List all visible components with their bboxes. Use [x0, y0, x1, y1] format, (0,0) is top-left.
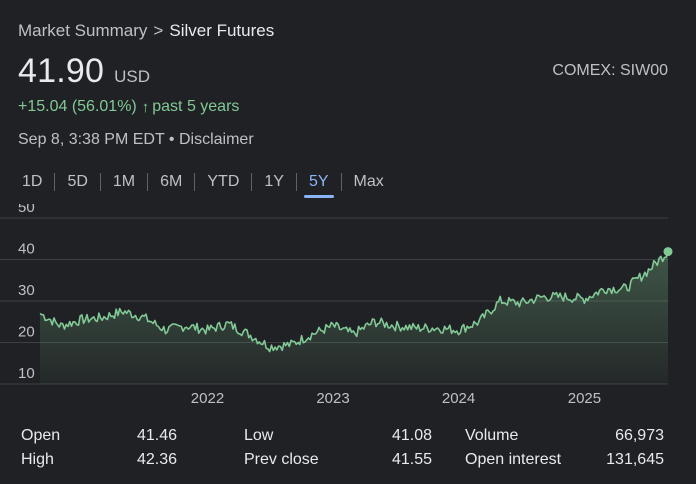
stat-value: 131,645	[606, 451, 664, 468]
breadcrumb-separator: >	[153, 21, 164, 40]
change-value: +15.04 (56.01%)	[18, 98, 137, 115]
breadcrumb: Market Summary > Silver Futures	[18, 21, 274, 41]
stat-value: 41.46	[136, 427, 177, 444]
range-divider	[147, 173, 149, 191]
breadcrumb-current: Silver Futures	[169, 21, 275, 40]
current-price-dot	[663, 247, 673, 257]
quote-timestamp: Sep 8, 3:38 PM EDT	[18, 131, 165, 148]
ticker-symbol: COMEX: SIW00	[552, 62, 668, 79]
data-point	[604, 288, 606, 290]
series-line	[39, 251, 669, 353]
arrow-up-icon: ↑	[141, 98, 150, 116]
range-tab-1d[interactable]: 1D	[22, 173, 43, 190]
stat-value: 41.55	[391, 451, 432, 468]
range-divider	[99, 173, 101, 191]
range-tab-max[interactable]: Max	[353, 173, 384, 190]
stat-volume: Volume 66,973	[465, 427, 664, 445]
stat-low: Low 41.08	[244, 427, 432, 445]
range-divider	[194, 173, 196, 191]
x-tick-label: 2025	[568, 390, 601, 407]
stat-value: 42.36	[136, 451, 177, 468]
stat-label: High	[21, 451, 54, 468]
stat-value: 66,973	[615, 427, 664, 444]
price-row: 41.90 USD	[18, 52, 150, 91]
stat-open-interest: Open interest 131,645	[465, 451, 664, 469]
range-tab-5y[interactable]: 5Y	[297, 169, 341, 198]
data-point	[458, 329, 460, 331]
change-period: past 5 years	[152, 98, 240, 115]
x-tick-label: 2023	[316, 390, 349, 407]
stat-label: Prev close	[244, 451, 319, 468]
range-tabs: 1D 5D 1M 6M YTD 1Y 5Y Max	[10, 168, 396, 198]
range-tab-1y[interactable]: 1Y	[264, 173, 284, 190]
stat-label: Open	[21, 427, 61, 444]
stat-prev-close: Prev close 41.55	[244, 451, 432, 469]
stat-label: Low	[244, 427, 274, 444]
range-divider	[295, 173, 297, 191]
stat-value: 41.08	[391, 427, 432, 444]
currency-label: USD	[114, 67, 150, 86]
area-fill	[40, 251, 668, 384]
range-divider	[251, 173, 253, 191]
stat-open: Open 41.46	[21, 427, 177, 445]
x-tick-label: 2022	[191, 390, 224, 407]
range-tab-1m[interactable]: 1M	[112, 173, 136, 190]
price-chart[interactable]: 50 40 30 20 10 2022 2023 2024 2025	[0, 204, 696, 422]
stat-label: Open interest	[465, 451, 562, 468]
stats-row: Open 41.46 Low 41.08 Volume 66,973	[21, 424, 671, 448]
x-tick-label: 2024	[442, 390, 475, 407]
y-tick-label: 50	[18, 204, 35, 216]
range-divider	[54, 173, 56, 191]
range-tab-6m[interactable]: 6M	[160, 173, 183, 190]
price-change: +15.04 (56.01%) ↑ past 5 years	[18, 98, 239, 116]
y-tick-label: 40	[18, 241, 35, 258]
y-tick-label: 10	[18, 365, 35, 382]
dot-separator: •	[168, 131, 175, 148]
disclaimer-link[interactable]: Disclaimer	[178, 131, 254, 148]
stats-row: High 42.36 Prev close 41.55 Open interes…	[21, 448, 671, 472]
y-tick-label: 20	[18, 324, 35, 341]
current-price: 41.90	[18, 52, 105, 90]
range-divider	[340, 173, 342, 191]
stats-table: Open 41.46 Low 41.08 Volume 66,973 High …	[21, 424, 671, 472]
stat-label: Volume	[465, 427, 519, 444]
y-tick-label: 30	[18, 282, 35, 299]
range-tab-ytd[interactable]: YTD	[207, 173, 240, 190]
breadcrumb-market-summary-link[interactable]: Market Summary	[18, 21, 148, 40]
stat-high: High 42.36	[21, 451, 177, 469]
range-tab-5d[interactable]: 5D	[67, 173, 88, 190]
quote-timestamp-row: Sep 8, 3:38 PM EDT • Disclaimer	[18, 131, 254, 149]
